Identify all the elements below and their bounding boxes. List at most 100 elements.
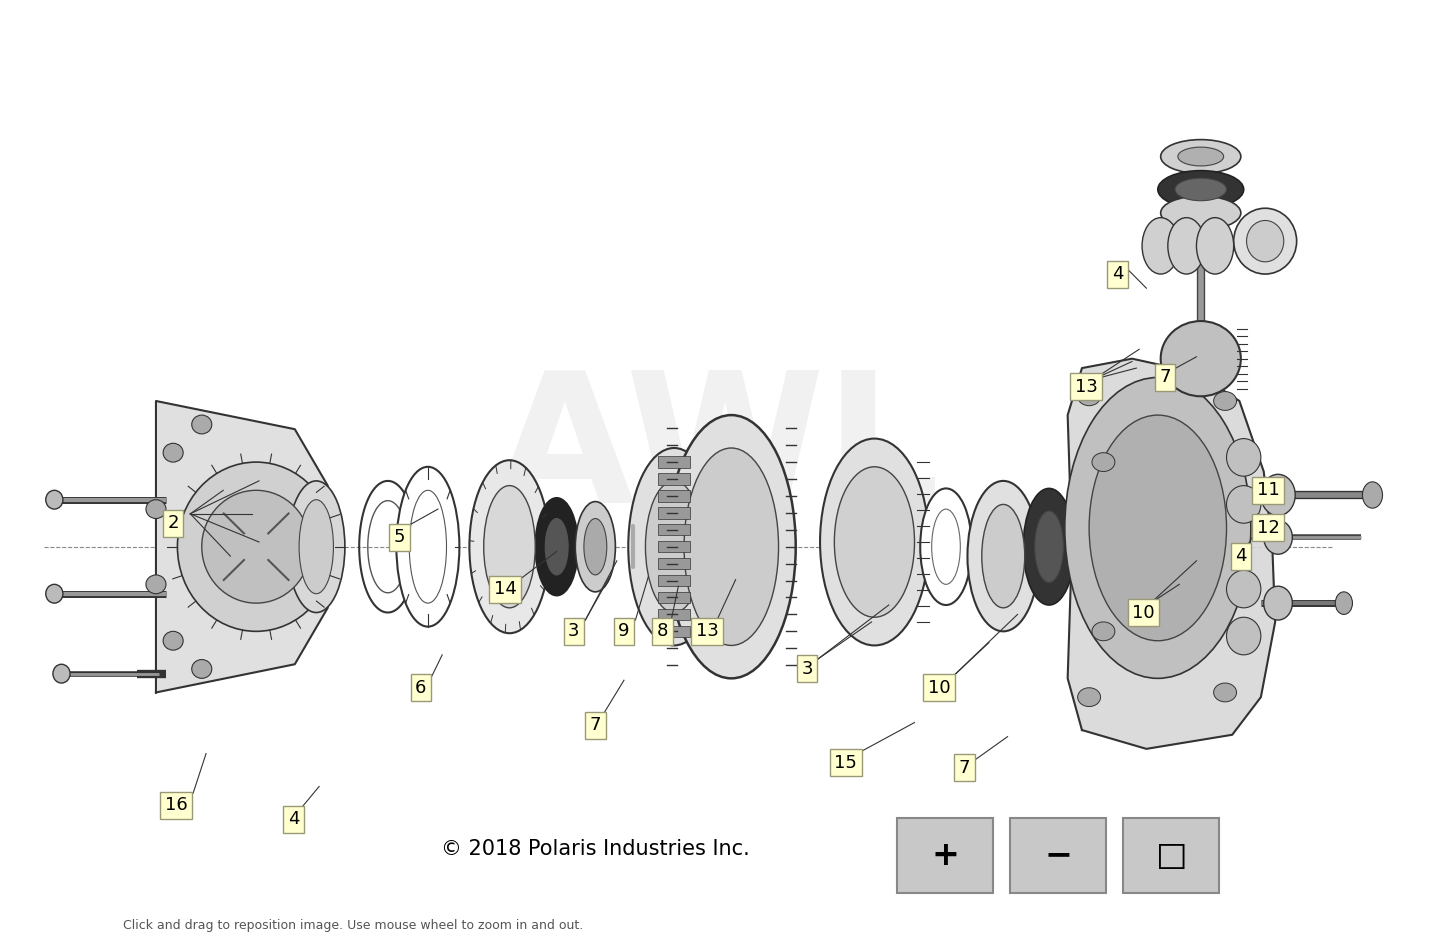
Ellipse shape — [684, 448, 779, 645]
Ellipse shape — [1141, 218, 1179, 274]
Ellipse shape — [163, 631, 184, 650]
Ellipse shape — [968, 481, 1040, 631]
Text: 7: 7 — [589, 717, 601, 735]
Text: 4: 4 — [288, 810, 300, 828]
Ellipse shape — [921, 488, 972, 605]
Ellipse shape — [932, 509, 961, 585]
Text: 8: 8 — [657, 622, 668, 640]
Text: 7: 7 — [959, 759, 971, 777]
FancyBboxPatch shape — [1123, 818, 1219, 893]
Ellipse shape — [1160, 196, 1240, 230]
Ellipse shape — [1226, 618, 1260, 654]
Ellipse shape — [1177, 147, 1223, 166]
Ellipse shape — [982, 505, 1025, 608]
Ellipse shape — [192, 415, 212, 434]
Ellipse shape — [1091, 453, 1114, 472]
FancyBboxPatch shape — [658, 507, 690, 519]
FancyBboxPatch shape — [658, 541, 690, 553]
FancyBboxPatch shape — [658, 575, 690, 587]
Ellipse shape — [178, 462, 336, 631]
Text: 13: 13 — [1076, 378, 1097, 396]
FancyBboxPatch shape — [658, 558, 690, 570]
FancyBboxPatch shape — [658, 456, 690, 468]
Ellipse shape — [1157, 171, 1243, 208]
Text: 12: 12 — [1256, 519, 1279, 537]
Text: 4: 4 — [1235, 547, 1246, 565]
Ellipse shape — [409, 490, 446, 604]
Ellipse shape — [1160, 321, 1240, 396]
Ellipse shape — [1335, 592, 1352, 615]
Text: 5: 5 — [393, 528, 404, 546]
Text: 2: 2 — [168, 514, 179, 532]
Text: 16: 16 — [165, 796, 188, 814]
Ellipse shape — [202, 490, 311, 604]
Text: 15: 15 — [835, 754, 858, 772]
Text: © 2018 Polaris Industries Inc.: © 2018 Polaris Industries Inc. — [442, 839, 750, 859]
Ellipse shape — [835, 467, 915, 618]
Ellipse shape — [1167, 218, 1205, 274]
Ellipse shape — [46, 585, 63, 604]
Ellipse shape — [146, 575, 166, 594]
Text: 6: 6 — [414, 679, 426, 697]
Ellipse shape — [1091, 622, 1114, 640]
Ellipse shape — [146, 500, 166, 519]
Text: 4: 4 — [1111, 265, 1123, 283]
Text: 13: 13 — [695, 622, 718, 640]
Ellipse shape — [545, 519, 568, 575]
FancyBboxPatch shape — [658, 592, 690, 604]
Ellipse shape — [300, 500, 334, 594]
Ellipse shape — [288, 481, 346, 613]
Text: 11: 11 — [1256, 481, 1279, 499]
Text: 7: 7 — [1159, 369, 1170, 387]
FancyBboxPatch shape — [658, 490, 690, 502]
Ellipse shape — [1260, 474, 1295, 516]
Ellipse shape — [1263, 521, 1292, 554]
Ellipse shape — [483, 486, 535, 608]
Ellipse shape — [1078, 387, 1100, 405]
Text: AWL: AWL — [495, 365, 939, 540]
Ellipse shape — [192, 659, 212, 678]
Ellipse shape — [46, 490, 63, 509]
Ellipse shape — [628, 448, 720, 645]
FancyBboxPatch shape — [898, 818, 994, 893]
Ellipse shape — [1088, 415, 1226, 640]
Text: 9: 9 — [618, 622, 630, 640]
Ellipse shape — [163, 443, 184, 462]
Ellipse shape — [1263, 587, 1292, 620]
Ellipse shape — [1226, 438, 1260, 476]
FancyBboxPatch shape — [658, 524, 690, 536]
Ellipse shape — [820, 438, 929, 645]
Ellipse shape — [575, 502, 615, 592]
Ellipse shape — [667, 415, 796, 678]
Ellipse shape — [1362, 482, 1382, 508]
Polygon shape — [156, 401, 328, 692]
Ellipse shape — [1226, 571, 1260, 608]
Text: 3: 3 — [568, 622, 579, 640]
Ellipse shape — [1196, 218, 1233, 274]
Ellipse shape — [1174, 178, 1226, 201]
Ellipse shape — [645, 481, 703, 613]
FancyBboxPatch shape — [658, 626, 690, 637]
Ellipse shape — [1213, 391, 1236, 410]
Polygon shape — [1068, 358, 1275, 749]
Ellipse shape — [1226, 486, 1260, 523]
FancyBboxPatch shape — [1011, 818, 1106, 893]
Ellipse shape — [1233, 208, 1296, 274]
Ellipse shape — [469, 460, 549, 633]
Text: Click and drag to reposition image. Use mouse wheel to zoom in and out.: Click and drag to reposition image. Use … — [123, 919, 584, 933]
Text: 3: 3 — [802, 660, 813, 678]
FancyBboxPatch shape — [658, 609, 690, 620]
Text: 14: 14 — [493, 580, 516, 598]
Ellipse shape — [1065, 377, 1250, 678]
Text: 10: 10 — [1133, 604, 1154, 621]
Ellipse shape — [584, 519, 607, 575]
Ellipse shape — [1078, 687, 1100, 706]
Ellipse shape — [1213, 683, 1236, 702]
Text: □: □ — [1156, 838, 1187, 871]
FancyBboxPatch shape — [658, 473, 690, 485]
Ellipse shape — [1160, 140, 1240, 174]
Ellipse shape — [1246, 221, 1283, 262]
Text: −: − — [1044, 838, 1073, 871]
Text: +: + — [931, 838, 959, 871]
Ellipse shape — [53, 664, 70, 683]
